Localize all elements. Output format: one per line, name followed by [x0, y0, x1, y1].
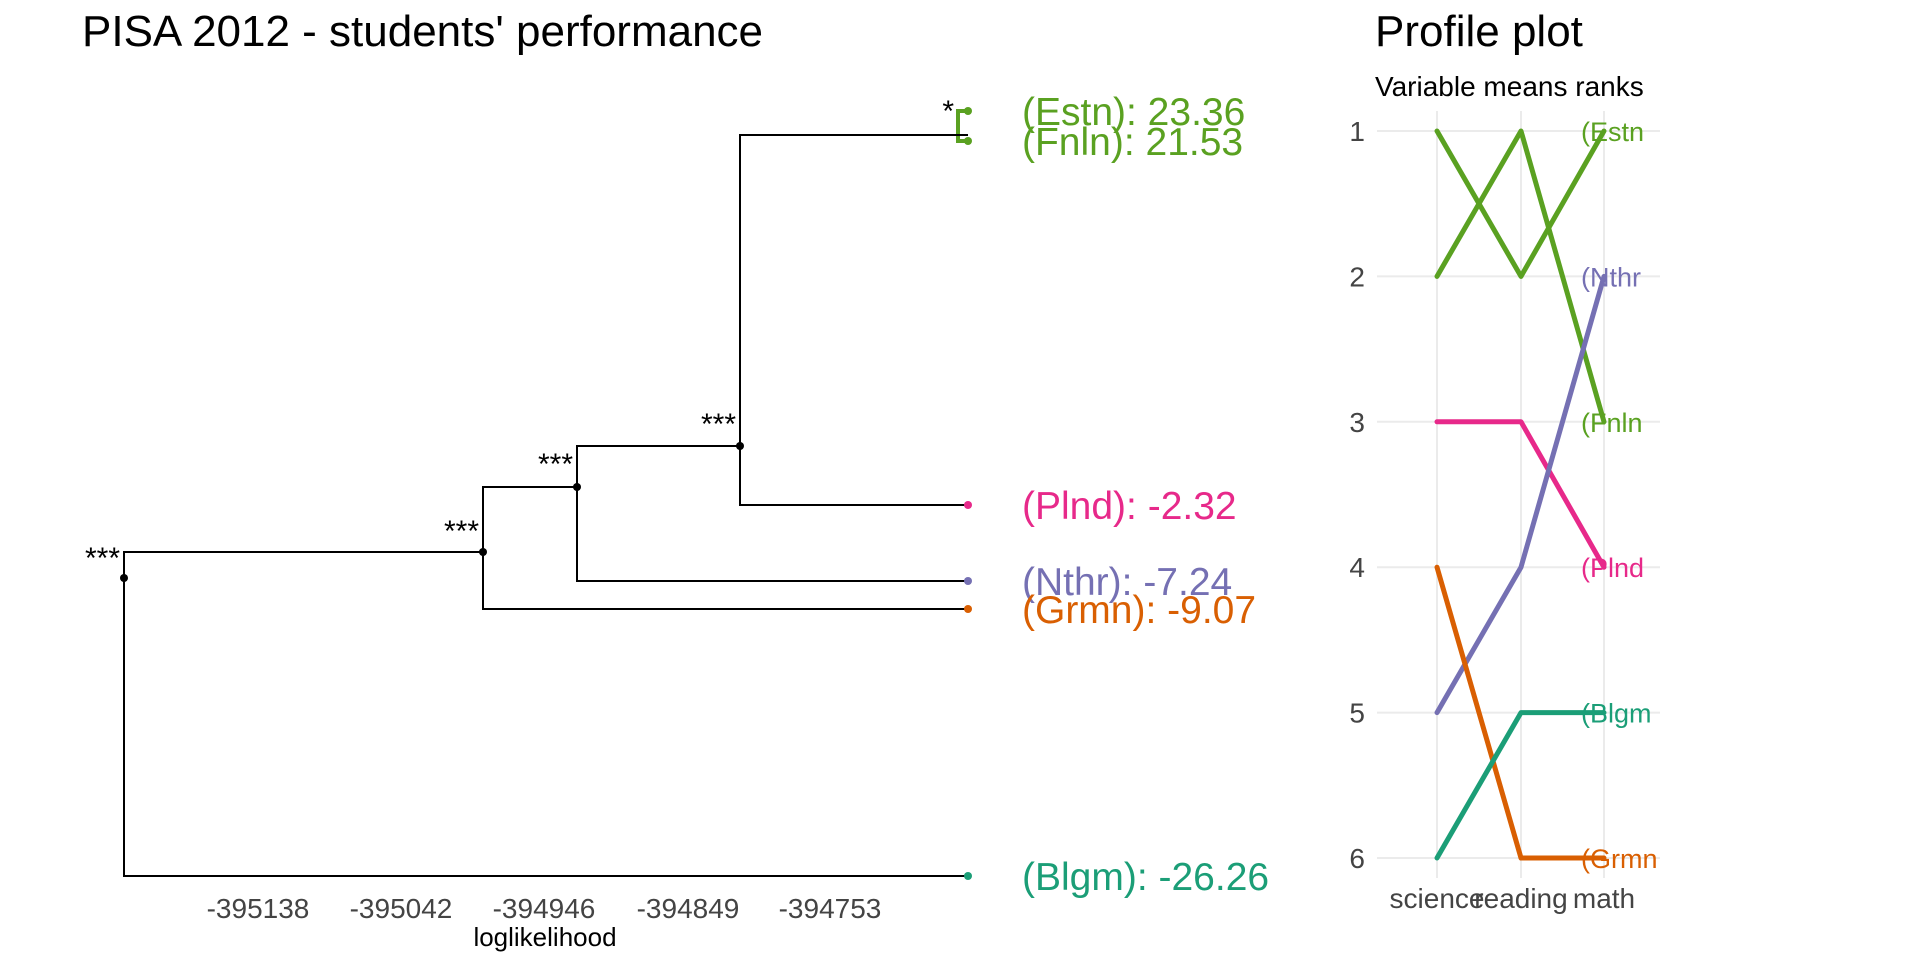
series-line [1434, 128, 1607, 425]
internal-node [120, 574, 128, 582]
profile-gridlines [1377, 111, 1660, 878]
x-tick-label: science [1390, 883, 1485, 914]
leaf-label: (Estn): 23.36 [1022, 91, 1245, 134]
series-end-labels: (Estn (Fnln (Plnd (Nthr (Grmn (Blgm [1581, 117, 1658, 874]
significance-label: *** [444, 515, 479, 548]
leaf-point [964, 872, 972, 880]
leaf-point [964, 577, 972, 585]
y-tick-label: 5 [1349, 698, 1365, 729]
x-tick-label: -394946 [493, 893, 596, 924]
leaf-label: (Blgm): -26.26 [1022, 856, 1269, 899]
y-tick-label: 2 [1349, 261, 1365, 292]
tree-edge [739, 134, 968, 446]
series-line [1434, 710, 1607, 861]
internal-node [573, 483, 581, 491]
tree-edge [482, 486, 577, 552]
x-tick-label: -395042 [350, 893, 453, 924]
dendrogram-panel: PISA 2012 - students' performance ******… [82, 7, 1269, 952]
series-end-label: (Blgm [1581, 699, 1652, 729]
significance-label: *** [85, 542, 120, 575]
series-line [1434, 419, 1607, 570]
y-axis-ticks: 1 2 3 4 5 6 [1349, 116, 1365, 874]
leaf-bracket [956, 109, 968, 143]
x-tick-label: -394849 [637, 893, 740, 924]
series-end-label: (Grmn [1581, 844, 1658, 874]
x-axis-ticks: -395138 -395042 -394946 -394849 -394753 [207, 893, 882, 924]
tree-edge [576, 487, 968, 582]
series-end-label: (Fnln [1581, 408, 1643, 438]
tree-edge [739, 446, 968, 506]
profile-plot-title: Profile plot [1375, 7, 1583, 56]
y-tick-label: 3 [1349, 407, 1365, 438]
significance-labels: ************* [85, 95, 954, 575]
leaf-label: (Grmn): -9.07 [1022, 589, 1256, 632]
leaf-point [964, 137, 972, 145]
series-lines [1434, 128, 1607, 861]
y-tick-label: 6 [1349, 843, 1365, 874]
tree-edge [576, 445, 740, 487]
significance-label: *** [538, 448, 573, 481]
series-end-label: (Plnd [1581, 553, 1644, 583]
leaf-point [964, 501, 972, 509]
leaf-label: (Plnd): -2.32 [1022, 485, 1237, 528]
leaf-point [964, 605, 972, 613]
x-axis-title: loglikelihood [473, 922, 616, 952]
leaf-label: (Fnln): 21.53 [1022, 121, 1243, 164]
dendrogram-nodes [120, 107, 972, 880]
profile-plot-panel: Profile plot Variable means ranks 1 2 3 4 5 6… [1349, 7, 1660, 914]
leaf-label: (Nthr): -7.24 [1022, 561, 1232, 604]
tree-edge [123, 578, 968, 877]
series-end-label: (Nthr [1581, 262, 1641, 292]
x-tick-label: -394753 [779, 893, 882, 924]
leaf-labels: (Estn): 23.36(Fnln): 21.53 (Plnd): -2.32 (… [1022, 91, 1269, 899]
internal-node [736, 442, 744, 450]
dendrogram-edges [123, 109, 968, 877]
significance-label: * [942, 95, 954, 128]
internal-node [479, 548, 487, 556]
leaf-point [964, 107, 972, 115]
dendrogram-title: PISA 2012 - students' performance [82, 7, 763, 56]
tree-edge [482, 552, 968, 610]
significance-label: *** [701, 408, 736, 441]
x-tick-label: reading [1474, 883, 1567, 914]
series-line [1434, 564, 1607, 861]
series-end-label: (Estn [1581, 117, 1644, 147]
y-tick-label: 1 [1349, 116, 1365, 147]
y-tick-label: 4 [1349, 552, 1365, 583]
x-tick-label: math [1573, 883, 1635, 914]
tree-edge [123, 551, 483, 578]
series-line [1434, 128, 1607, 279]
profile-plot-subtitle: Variable means ranks [1375, 71, 1644, 102]
x-tick-label: -395138 [207, 893, 310, 924]
